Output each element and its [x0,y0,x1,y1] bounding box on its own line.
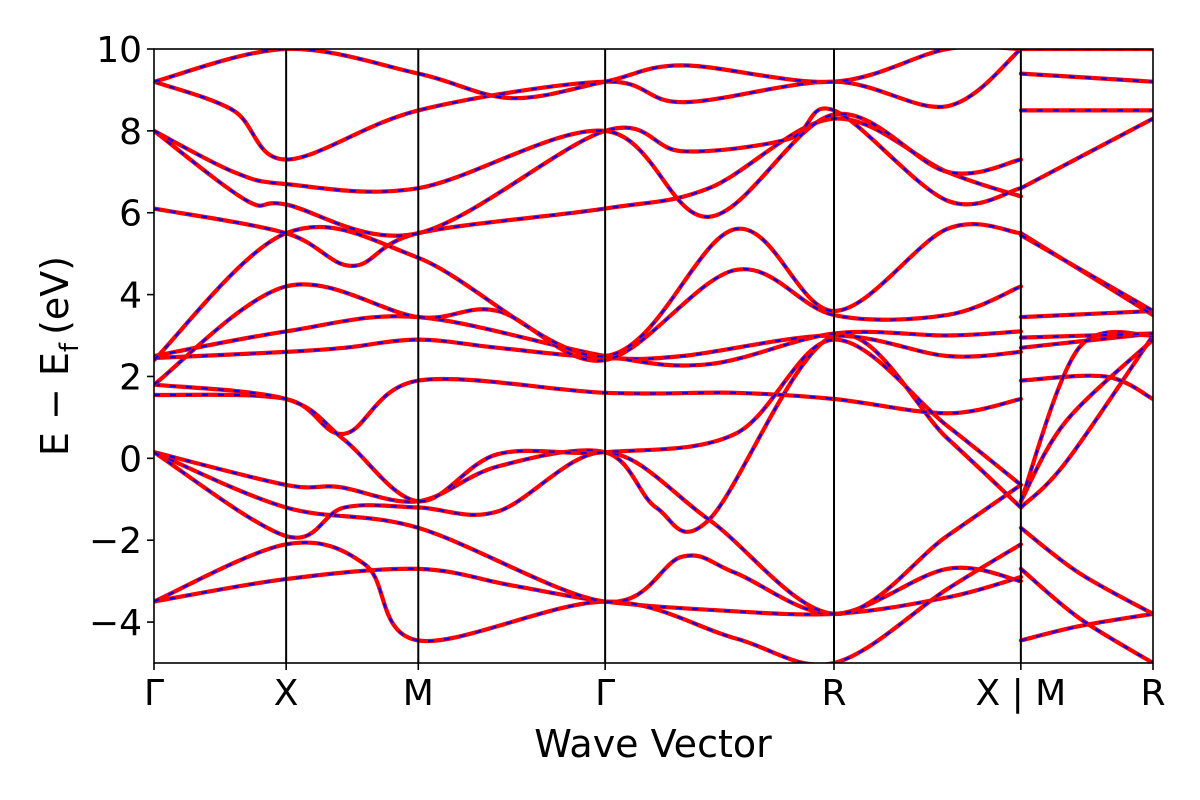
band-line-dashed-13 [154,107,1153,237]
band-line-dashed-14 [154,109,1153,218]
y-axis-title: E − Ef (eV) [33,256,85,456]
band-line-dashed-10 [154,268,1153,386]
band-line-13 [154,106,1153,238]
high-symmetry-lines [285,49,1022,663]
y-axis-title-sub: f [55,342,85,352]
band-line-dashed-15 [154,49,1153,161]
band-line-dashed-16 [154,49,1153,100]
band-line-dashed-12 [154,117,1153,312]
y-axis-title-main: E − E [33,352,77,456]
y-tick-label-6: 8 [119,112,142,153]
x-tick-label-4: R [821,673,846,714]
x-axis-ticks: Γ X M Γ R X | M R [144,663,1166,714]
band-line-dashed-7 [154,330,1153,503]
band-line-2 [154,540,1153,663]
y-tick-label-3: 2 [119,357,142,398]
x-tick-label-0: Γ [144,673,164,714]
band-line-15 [154,49,1153,162]
band-line-dashed-6 [154,374,1153,435]
band-line-dashed-11 [154,223,1153,361]
plot-frame [153,48,1154,664]
x-tick-label-5: X | M [975,673,1066,714]
y-tick-label-4: 4 [119,276,142,317]
x-tick-label-1: X [274,673,299,714]
band-lines [154,49,1153,663]
y-tick-label-1: −2 [89,521,142,562]
band-line-11 [154,222,1153,363]
band-line-dashed-4 [154,332,1153,533]
band-line-dashed-5 [154,338,1153,616]
x-tick-label-3: Γ [595,673,615,714]
y-axis-ticks: −4 −2 0 2 4 6 8 10 [89,30,154,644]
x-tick-label-2: M [403,673,434,714]
y-tick-label-2: 0 [119,439,142,480]
x-tick-label-6: R [1140,673,1165,714]
y-tick-label-5: 6 [119,194,142,235]
x-axis-title: Wave Vector [534,722,772,766]
band-line-8 [154,331,1153,362]
band-line-12 [154,116,1153,314]
y-axis-title-unit: (eV) [33,256,77,335]
band-line-dashed-9 [154,315,1153,367]
band-line-dashed-3 [154,451,1153,616]
y-tick-label-7: 10 [96,30,142,71]
band-line-dashed-2 [154,541,1153,663]
y-tick-label-0: −4 [89,603,142,644]
band-line-16 [154,49,1153,101]
band-line-5 [154,337,1153,617]
